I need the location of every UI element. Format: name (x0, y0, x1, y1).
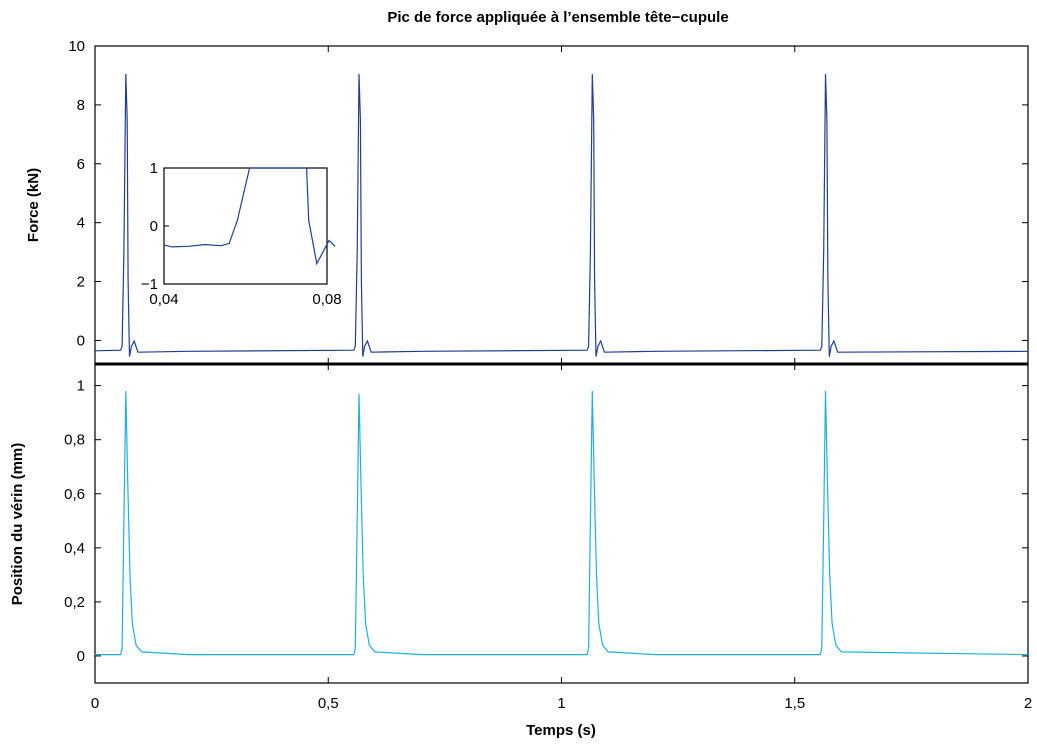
x-tick-label: 1 (557, 695, 565, 712)
position-y-tick-label: 0,6 (64, 486, 85, 503)
position-plot-frame (95, 364, 1028, 683)
position-y-tick-label: 0,8 (64, 432, 85, 449)
position-series-line (95, 391, 1028, 655)
inset-y-tick-label: 1 (150, 160, 158, 177)
force-y-tick-label: 4 (77, 215, 85, 232)
position-y-tick-label: 1 (77, 378, 85, 395)
position-y-axis-label: Position du vérin (mm) (9, 443, 26, 606)
position-y-tick-label: 0,2 (64, 594, 85, 611)
x-tick-label: 2 (1024, 695, 1032, 712)
x-tick-label: 1,5 (784, 695, 805, 712)
inset-y-tick-label: 0 (150, 218, 158, 235)
force-y-tick-label: 6 (77, 156, 85, 173)
force-y-axis-label: Force (kN) (25, 168, 42, 242)
position-panel: 0 0,2 0,4 0,6 0,8 1 0 0,5 1 1,5 2 Position du vér… (9, 364, 1032, 739)
x-tick-label: 0 (91, 695, 99, 712)
force-y-tick-label: 8 (77, 97, 85, 114)
inset-x-tick-label: 0,04 (149, 291, 178, 308)
position-y-tick-label: 0,4 (64, 540, 85, 557)
force-y-tick-label: 2 (77, 274, 85, 291)
force-y-tick-label: 0 (77, 332, 85, 349)
x-tick-label: 0,5 (318, 695, 339, 712)
position-x-ticks: 0 0,5 1 1,5 2 (91, 364, 1032, 712)
x-axis-label: Temps (s) (526, 722, 596, 739)
position-y-ticks: 0 0,2 0,4 0,6 0,8 1 (64, 378, 1028, 665)
inset-x-tick-label: 0,08 (312, 291, 341, 308)
force-y-tick-label: 10 (68, 38, 85, 55)
chart-title: Pic de force appliquée à l’ensemble tête… (387, 9, 728, 26)
position-y-tick-label: 0 (77, 648, 85, 665)
